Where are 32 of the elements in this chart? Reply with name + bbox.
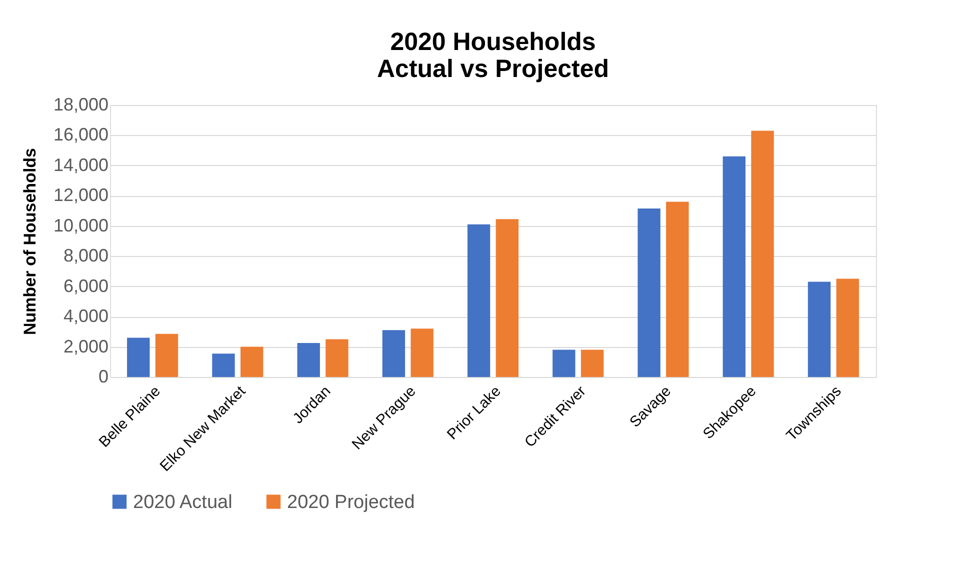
y-tick-label: 4,000	[63, 306, 108, 326]
bar	[212, 354, 235, 377]
bar	[808, 282, 831, 377]
bar	[496, 219, 519, 377]
bar	[382, 330, 406, 377]
y-tick-label: 12,000	[53, 185, 108, 206]
y-tick-label: 2,000	[63, 336, 108, 356]
bar	[410, 328, 434, 377]
y-tick-label: 18,000	[53, 94, 108, 114]
bar	[666, 202, 689, 377]
bar	[751, 130, 774, 377]
bar	[155, 334, 178, 377]
bar	[326, 339, 348, 377]
legend-label: 2020 Projected	[287, 492, 415, 513]
bar	[580, 350, 604, 377]
bar	[297, 343, 320, 377]
bar	[836, 278, 859, 377]
bar	[722, 156, 746, 377]
y-tick-label: 0	[98, 366, 108, 386]
y-tick-label: 14,000	[53, 154, 108, 175]
bar	[240, 346, 264, 377]
y-tick-label: 8,000	[63, 246, 108, 266]
y-tick-label: 10,000	[53, 215, 108, 236]
chart-title: 2020 Households Actual vs Projected	[376, 28, 610, 83]
bar	[127, 338, 150, 377]
y-axis-title: Number of Households	[20, 148, 40, 336]
y-tick-label: 6,000	[63, 276, 108, 296]
bar	[638, 208, 660, 377]
y-tick-label: 16,000	[53, 124, 108, 145]
legend-label: 2020 Actual	[133, 492, 232, 513]
bar	[552, 350, 576, 377]
bar	[467, 224, 490, 377]
